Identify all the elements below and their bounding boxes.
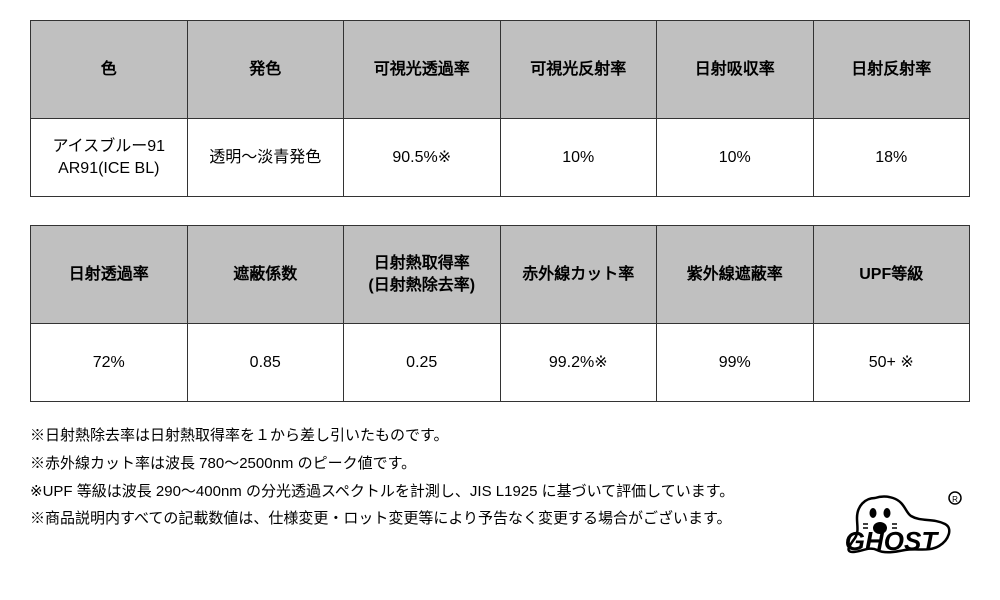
cell-visible-trans: 90.5%※ (344, 119, 501, 197)
cell-coloration: 透明～淡青発色 (187, 119, 344, 197)
header-shading-coef: 遮蔽係数 (187, 226, 344, 324)
header-visible-trans: 可視光透過率 (344, 21, 501, 119)
header-solar-reflect: 日射反射率 (813, 21, 970, 119)
cell-ir-cut: 99.2%※ (500, 324, 657, 402)
cell-uv-shield: 99% (657, 324, 814, 402)
table-header-row: 日射透過率 遮蔽係数 日射熱取得率(日射熱除去率) 赤外線カット率 紫外線遮蔽率… (31, 226, 970, 324)
svg-text:R: R (952, 495, 958, 504)
footnote-line: ※赤外線カット率は波長 780～2500nm のピーク値です。 (30, 450, 850, 478)
cell-product-name: アイスブルー91AR91(ICE BL) (31, 119, 188, 197)
header-coloration: 発色 (187, 21, 344, 119)
cell-upf: 50+ ※ (813, 324, 970, 402)
footnote-line: ※UPF 等級は波長 290～400nm の分光透過スペクトルを計測し、JIS … (30, 478, 850, 506)
table-header-row: 色 発色 可視光透過率 可視光反射率 日射吸収率 日射反射率 (31, 21, 970, 119)
header-heat-gain: 日射熱取得率(日射熱除去率) (344, 226, 501, 324)
header-solar-absorb: 日射吸収率 (657, 21, 814, 119)
cell-solar-reflect: 18% (813, 119, 970, 197)
spec-table-1: 色 発色 可視光透過率 可視光反射率 日射吸収率 日射反射率 アイスブルー91A… (30, 20, 970, 197)
header-color: 色 (31, 21, 188, 119)
cell-heat-gain: 0.25 (344, 324, 501, 402)
ghost-logo-icon: R GHOST (835, 480, 970, 575)
header-solar-trans: 日射透過率 (31, 226, 188, 324)
cell-solar-absorb: 10% (657, 119, 814, 197)
footnote-line: ※日射熱除去率は日射熱取得率を１から差し引いたものです。 (30, 422, 850, 450)
footnotes: ※日射熱除去率は日射熱取得率を１から差し引いたものです。 ※赤外線カット率は波長… (30, 422, 850, 533)
logo-text: GHOST (845, 526, 940, 556)
header-visible-reflect: 可視光反射率 (500, 21, 657, 119)
header-uv-shield: 紫外線遮蔽率 (657, 226, 814, 324)
footnote-line: ※商品説明内すべての記載数値は、仕様変更・ロット変更等により予告なく変更する場合… (30, 505, 850, 533)
cell-visible-reflect: 10% (500, 119, 657, 197)
header-upf: UPF等級 (813, 226, 970, 324)
header-ir-cut: 赤外線カット率 (500, 226, 657, 324)
cell-shading-coef: 0.85 (187, 324, 344, 402)
cell-solar-trans: 72% (31, 324, 188, 402)
table-row: 72% 0.85 0.25 99.2%※ 99% 50+ ※ (31, 324, 970, 402)
spec-table-2: 日射透過率 遮蔽係数 日射熱取得率(日射熱除去率) 赤外線カット率 紫外線遮蔽率… (30, 225, 970, 402)
table-row: アイスブルー91AR91(ICE BL) 透明～淡青発色 90.5%※ 10% … (31, 119, 970, 197)
